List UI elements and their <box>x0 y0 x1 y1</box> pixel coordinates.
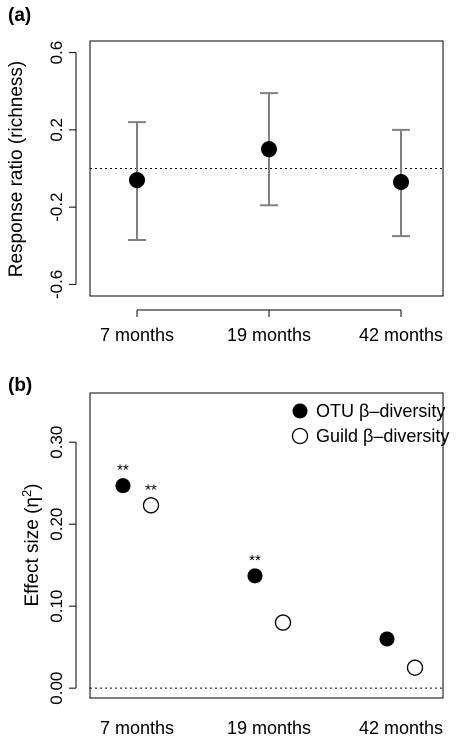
panel-a-x-tick-label: 7 months <box>100 325 174 345</box>
panel-b-point-open <box>406 659 424 676</box>
legend-marker-filled <box>292 403 308 419</box>
panel-a-y-axis-title: Response ratio (richness) <box>6 61 27 277</box>
panel-b-y-tick-label: 0.20 <box>47 508 66 541</box>
panel-a-x-axis: 7 months 19 months 42 months <box>100 309 443 345</box>
panel-a-point <box>393 174 409 191</box>
panel-a-x-tick-label: 42 months <box>359 325 443 345</box>
legend-marker-open <box>291 427 309 445</box>
panel-b-y-axis-title: Effect size (η2) <box>19 483 44 606</box>
panel-a-y-tick-label: 0.2 <box>47 118 66 142</box>
panel-a-point <box>129 172 145 189</box>
panel-a-y-tick-label: -0.6 <box>47 270 66 299</box>
panel-a-label: (a) <box>8 5 31 26</box>
superscript-2: 2 <box>19 490 34 497</box>
panel-b-y-axis-title-text: Effect size (η <box>22 497 43 606</box>
panel-b-significance-label: ** <box>145 481 157 498</box>
panel-b-x-tick-label: 19 months <box>227 718 311 738</box>
panel-b-significance-label: ** <box>117 462 129 479</box>
panel-b-point-open <box>274 614 292 631</box>
panel-b-point-open <box>142 497 160 514</box>
panel-a-y-tick-label: 0.6 <box>47 41 66 65</box>
panel-b-plot-frame <box>89 392 444 699</box>
panel-b-point-filled <box>379 631 395 647</box>
panel-b: (b) Effect size (η2) 0.00 0.10 0.20 0.30 7 … <box>8 375 449 738</box>
panel-a-y-tick-label: -0.2 <box>47 192 66 221</box>
panel-b-x-axis: 7 months 19 months 42 months <box>100 718 443 738</box>
panel-b-point-filled <box>247 568 263 584</box>
panel-b-significance-label: ** <box>249 552 261 569</box>
panel-b-x-tick-label: 7 months <box>100 718 174 738</box>
panel-b-y-axis: 0.00 0.10 0.20 0.30 <box>47 426 77 705</box>
panel-a-marks <box>128 92 410 241</box>
panel-b-y-tick-label: 0.10 <box>47 590 66 623</box>
panel-b-y-tick-label: 0.30 <box>47 426 66 459</box>
panel-b-point-filled <box>115 478 131 494</box>
panel-b-marks: ** ** ** <box>115 462 424 676</box>
panel-a-x-tick-label: 19 months <box>227 325 311 345</box>
panel-b-label: (b) <box>8 375 32 396</box>
panel-a-y-axis: -0.6 -0.2 0.2 0.6 <box>47 41 77 299</box>
panel-a-point <box>261 141 277 158</box>
y-label-tail: ) <box>22 483 43 489</box>
panel-a: (a) Response ratio (richness) -0.6 -0.2 0.… <box>6 5 444 345</box>
panel-b-legend: OTU β–diversity Guild β–diversity <box>291 401 449 446</box>
legend-label: Guild β–diversity <box>316 426 449 446</box>
panel-b-y-tick-label: 0.00 <box>47 672 66 705</box>
panel-b-x-tick-label: 42 months <box>359 718 443 738</box>
legend-label: OTU β–diversity <box>316 401 445 421</box>
